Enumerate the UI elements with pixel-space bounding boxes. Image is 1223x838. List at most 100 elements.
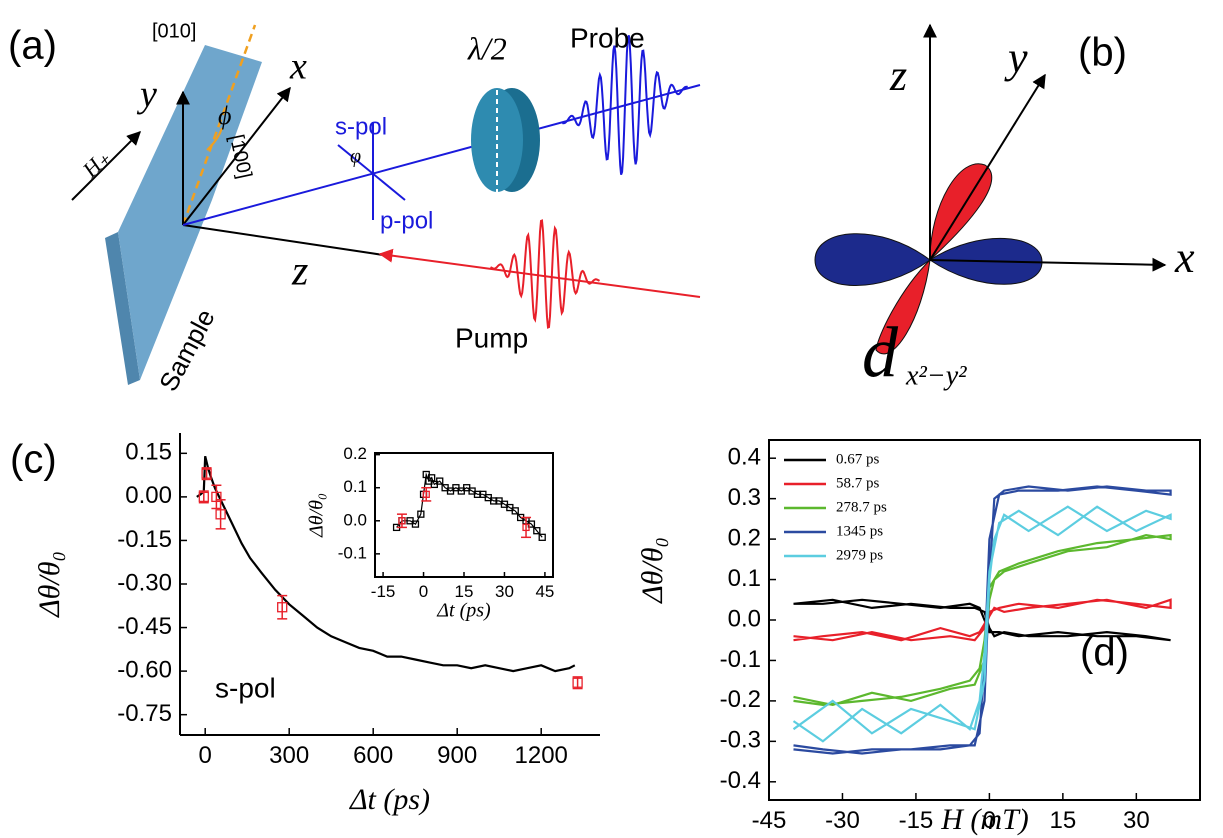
sample-side [105, 232, 140, 385]
angle-label: φ [350, 146, 361, 168]
series-line [793, 485, 1172, 755]
x-axis-arrow [182, 86, 291, 226]
y-tick-label: 0.15 [125, 439, 172, 466]
field-label: H₊ [77, 145, 115, 183]
x-tick-label: -15 [371, 582, 396, 601]
panel-a: (a) [010] y x ϕ [100] H₊ s-pol φ p-pol λ… [8, 20, 701, 396]
probe-wave [562, 35, 688, 175]
legend-label: 0.67 ps [836, 451, 880, 467]
marker [511, 507, 519, 515]
x-tick-label: 0 [983, 807, 996, 834]
x-tick-label: 900 [437, 742, 477, 769]
z-axis-line [182, 224, 391, 257]
s-pol-line [337, 144, 406, 201]
marker [572, 677, 583, 688]
marker [215, 509, 226, 520]
x-tick-label: -45 [752, 807, 787, 834]
axis-label: [100] [225, 133, 256, 181]
marker [398, 517, 406, 525]
y-tick-label: -0.15 [117, 526, 172, 553]
annotation: s-pol [215, 672, 276, 703]
x-tick-label: 0 [199, 742, 212, 769]
y-axis-arrow [929, 73, 1046, 261]
marker [533, 527, 541, 535]
x-tick-label: 30 [1123, 807, 1150, 834]
y-tick-label: 0.2 [343, 444, 367, 463]
pol-label: p-pol [380, 207, 433, 234]
pump-beam [378, 248, 701, 298]
axis-label: z [291, 249, 308, 295]
marker [277, 602, 288, 613]
y-tick-label: -0.2 [720, 686, 761, 713]
pump-wave [489, 219, 601, 329]
beam-label: Probe [570, 22, 645, 53]
axis-label: z [889, 51, 907, 100]
lobe [814, 233, 931, 286]
axis-label: x [289, 46, 307, 88]
x-tick-label: 300 [269, 742, 309, 769]
series-line [793, 533, 1172, 707]
x-tick-label: 30 [495, 582, 514, 601]
y-tick-label: -0.4 [720, 767, 761, 794]
y-tick-label: 0.00 [125, 482, 172, 509]
y-tick-label: -0.1 [338, 543, 367, 562]
series-line [196, 455, 576, 673]
y-tick-label: -0.75 [117, 700, 172, 727]
x-tick-label: 0 [419, 582, 428, 601]
x-tick-label: 1200 [515, 742, 568, 769]
legend-label: 278.7 ps [836, 499, 887, 515]
orbital-label: d [862, 313, 899, 393]
beam-label: Pump [455, 322, 528, 353]
panel-label: (a) [8, 24, 57, 68]
y-axis-label: Δθ/θ₀ [636, 537, 669, 604]
y-axis-label: Δθ/θ₀ [306, 493, 328, 538]
panel-b: (b) z y x d x²−y² [814, 23, 1195, 393]
angle-arc [206, 127, 223, 151]
plate-label: λ/2 [467, 30, 507, 66]
y-tick-label: -0.3 [720, 727, 761, 754]
axis-label: x [1174, 233, 1195, 282]
y-tick-label: -0.1 [720, 646, 761, 673]
y-tick-label: 0.0 [343, 510, 367, 529]
lobe [875, 258, 931, 355]
y-tick-label: 0.1 [343, 477, 367, 496]
x-tick-label: 15 [455, 582, 474, 601]
marker [417, 510, 425, 518]
x-tick-label: 15 [1050, 807, 1077, 834]
marker [538, 533, 546, 541]
panel-label: (b) [1078, 31, 1127, 75]
field-arrow [71, 131, 141, 201]
legend-label: 1345 ps [836, 523, 883, 539]
marker [198, 491, 209, 503]
x-axis-arrow [929, 257, 1167, 272]
chart: -15 0 15 30 45 0.2 0.1 0.0 -0.1 Δt (ps) Δθ/θ₀ [306, 444, 555, 621]
panel-label: (c) [10, 438, 57, 482]
series-line [396, 472, 543, 538]
series-line [793, 598, 1171, 642]
y-tick-label: 0.0 [728, 605, 761, 632]
dashed-axis [181, 24, 257, 226]
marker [201, 468, 212, 479]
marker [422, 490, 430, 498]
y-tick-label: 0.3 [728, 484, 761, 511]
x-tick-label: 600 [353, 742, 393, 769]
y-tick-label: 0.1 [728, 565, 761, 592]
axis-label: y [136, 74, 157, 116]
axis-label: y [1004, 33, 1028, 82]
x-axis-label: Δt (ps) [349, 783, 430, 816]
x-tick-label: 45 [535, 582, 554, 601]
series-line [793, 598, 1172, 642]
legend-label: 2979 ps [836, 547, 883, 563]
y-tick-label: -0.45 [117, 613, 172, 640]
marker [522, 523, 530, 532]
marker [411, 520, 420, 528]
legend-label: 58.7 ps [836, 475, 880, 491]
sample-face [118, 45, 262, 380]
panel-label: (d) [1080, 631, 1129, 675]
x-axis-label: H (mT) [940, 803, 1029, 836]
axis-label: [010] [152, 20, 196, 42]
chart: 0 300 600 900 12000.150.00-0.15-0.30-0.45-0.… [10, 433, 600, 816]
marker [436, 477, 444, 485]
y-tick-label: 0.2 [728, 524, 761, 551]
